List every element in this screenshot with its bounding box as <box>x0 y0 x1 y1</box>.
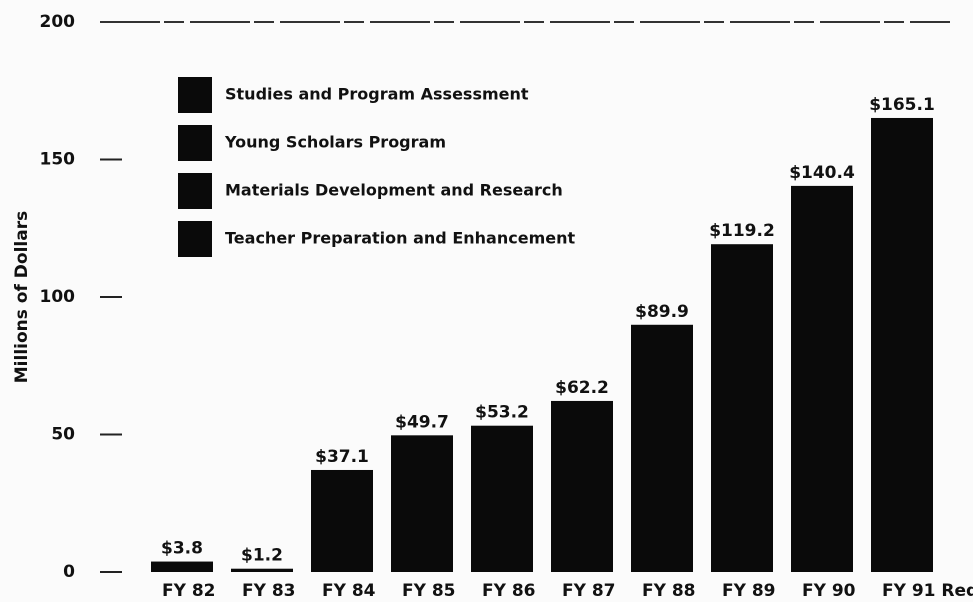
legend-text: Young Scholars Program <box>224 133 446 152</box>
value-label: $140.4 <box>789 163 855 183</box>
bar <box>151 561 213 572</box>
bar <box>231 568 293 572</box>
value-label: $62.2 <box>555 378 609 398</box>
bar <box>791 185 853 572</box>
value-label: $53.2 <box>475 403 529 423</box>
legend-swatch <box>178 125 212 161</box>
x-tick-label: FY 83 <box>242 581 296 601</box>
value-label: $49.7 <box>395 412 449 432</box>
value-label: $89.9 <box>635 302 689 322</box>
x-tick-label: FY 85 <box>402 581 456 601</box>
bar <box>711 244 773 572</box>
legend-text: Studies and Program Assessment <box>225 85 529 104</box>
x-tick-label: FY 89 <box>722 581 776 601</box>
x-tick-label: FY 82 <box>162 581 216 601</box>
y-tick-label: 100 <box>40 287 76 307</box>
legend-swatch <box>178 221 212 257</box>
legend-text: Materials Development and Research <box>225 181 563 200</box>
legend-text: Teacher Preparation and Enhancement <box>225 229 575 248</box>
x-tick-label: FY 84 <box>322 581 376 601</box>
x-tick-label: FY 88 <box>642 581 696 601</box>
value-label: $37.1 <box>315 447 369 467</box>
bar <box>311 469 373 572</box>
legend-swatch <box>178 173 212 209</box>
x-tick-label: FY 91 Req. <box>882 581 973 601</box>
y-tick-label: 0 <box>63 562 75 582</box>
y-tick-label: 200 <box>40 12 76 32</box>
legend-swatch <box>178 77 212 113</box>
y-tick-label: 150 <box>40 150 76 170</box>
bar <box>471 425 533 572</box>
x-tick-label: FY 90 <box>802 581 856 601</box>
y-axis-label: Millions of Dollars <box>12 211 32 383</box>
value-label: $165.1 <box>869 95 935 115</box>
bar <box>871 117 933 572</box>
x-tick-label: FY 87 <box>562 581 616 601</box>
value-label: $3.8 <box>161 539 203 559</box>
bar <box>391 435 453 572</box>
value-label: $119.2 <box>709 221 775 241</box>
x-tick-label: FY 86 <box>482 581 536 601</box>
value-label: $1.2 <box>241 546 283 566</box>
bar <box>551 400 613 572</box>
y-tick-label: 50 <box>51 425 75 445</box>
bar <box>631 324 693 572</box>
